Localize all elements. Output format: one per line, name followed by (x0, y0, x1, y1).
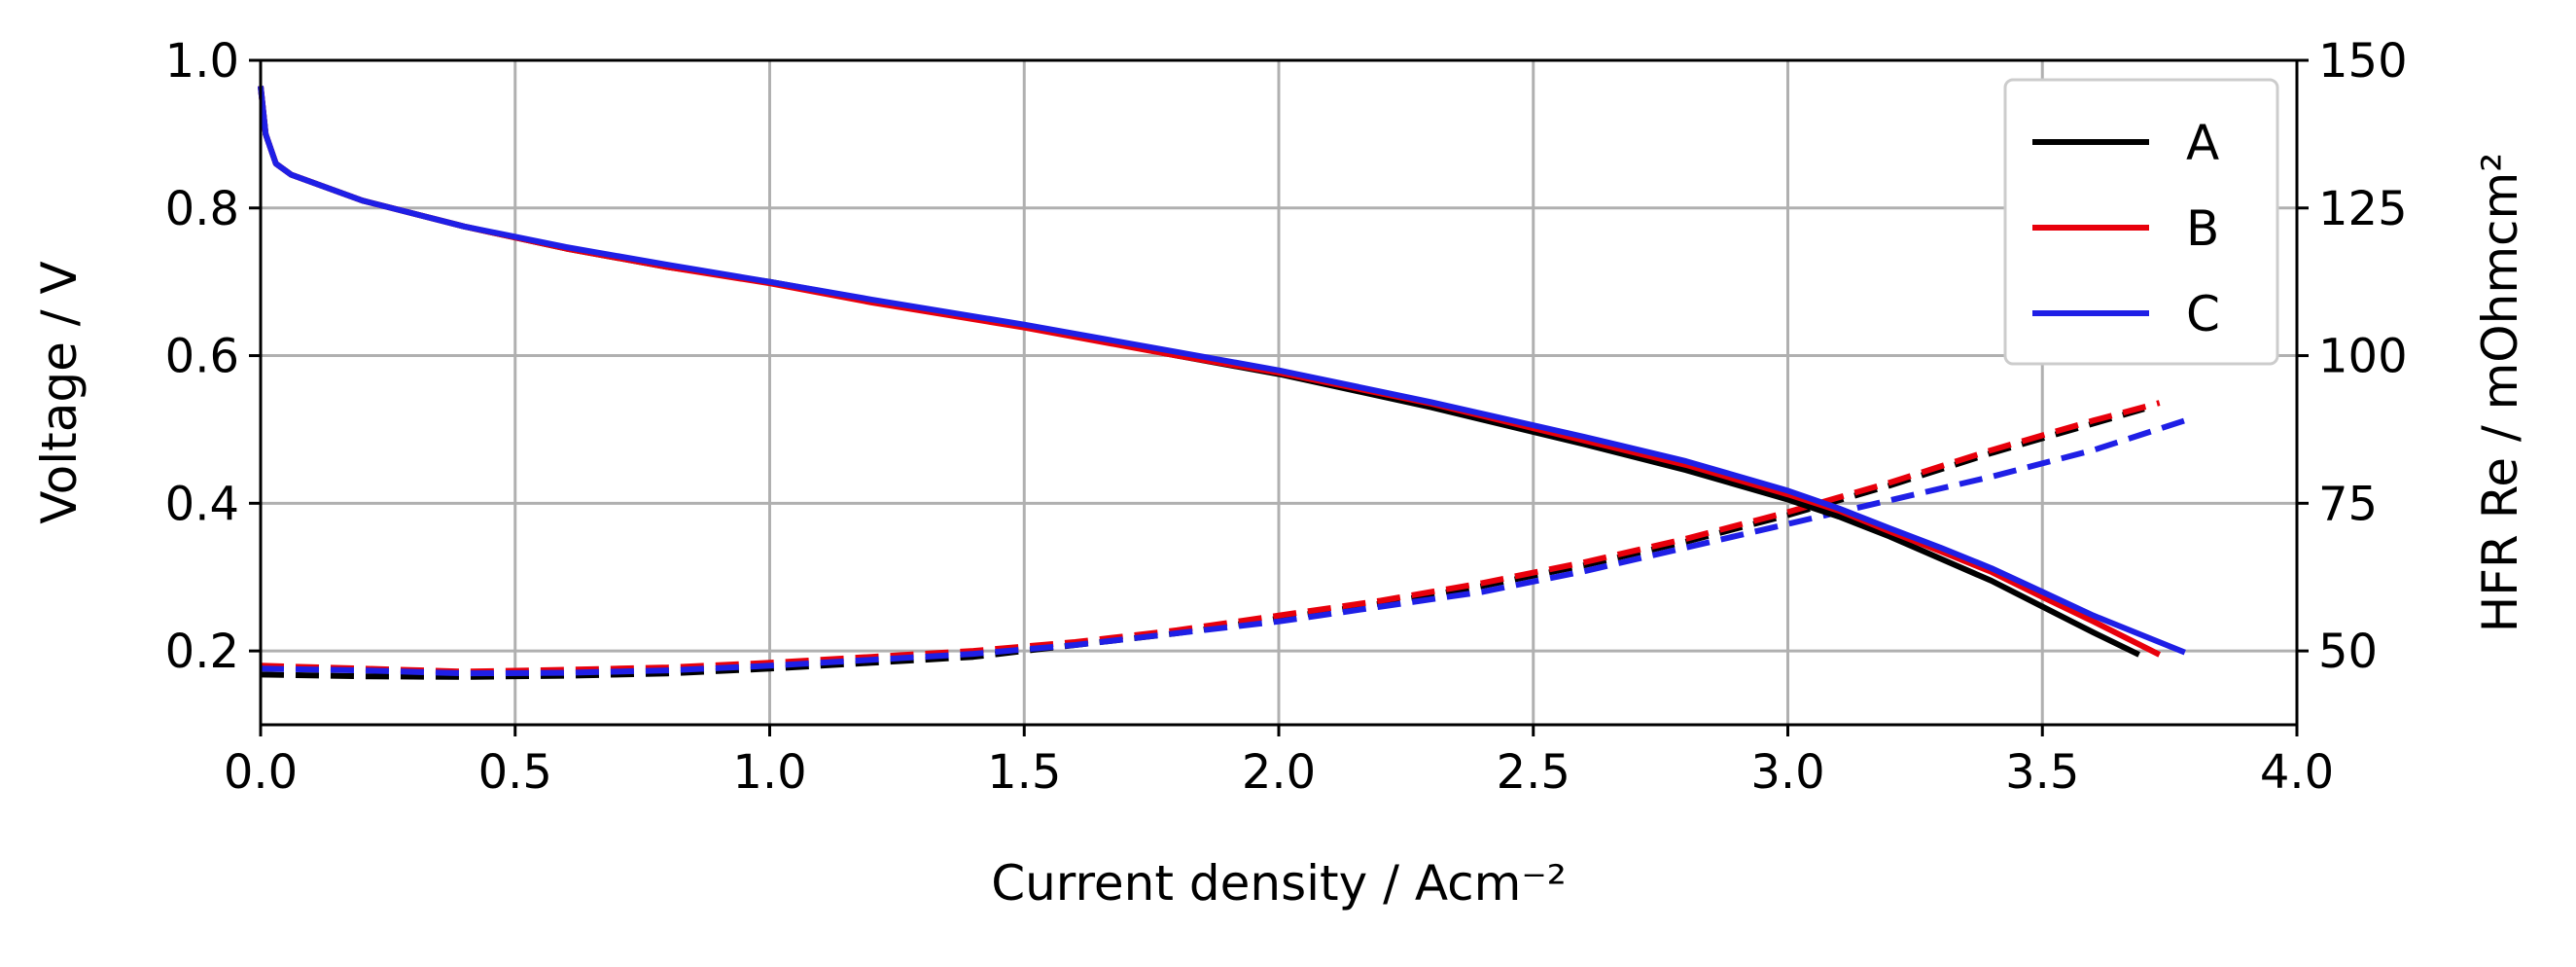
plot-series (258, 86, 2186, 680)
legend-label-a: A (2186, 115, 2219, 171)
x-tick-label: 0.0 (224, 745, 298, 800)
y-axis-label: Voltage / V (31, 261, 88, 523)
legend-label-b: B (2186, 200, 2219, 257)
y2-tick-label: 50 (2318, 625, 2378, 679)
x-tick-label: 1.0 (732, 745, 806, 800)
x-tick-label: 3.5 (2005, 745, 2079, 800)
y-tick-label: 0.4 (165, 477, 239, 531)
y-tick-label: 1.0 (165, 34, 239, 89)
series-a-voltage-line (258, 86, 2141, 658)
y2-tick-label: 125 (2318, 182, 2408, 236)
legend-label-c: C (2186, 286, 2220, 342)
y-tick-label: 0.8 (165, 182, 239, 236)
x-axis-label: Current density / Acm⁻² (991, 855, 1567, 912)
x-tick-label: 1.5 (987, 745, 1061, 800)
x-tick-label: 0.5 (478, 745, 552, 800)
legend-box (2003, 78, 2279, 366)
y2-tick-label: 150 (2318, 34, 2408, 89)
axis-ticks: 0.0 0.5 1.0 1.5 2.0 2.5 3.0 3.5 4.0 0.2 0.4 0.6 0.8 1… (165, 34, 2408, 800)
legend-items: ABC (2032, 115, 2220, 342)
series-a-hfr-line (260, 406, 2145, 680)
series-b-voltage-line (258, 86, 2162, 658)
y2-axis-label: HFR Re / mOhmcm² (2472, 153, 2528, 633)
x-tick-label: 2.0 (1242, 745, 1316, 800)
legend: ABC (2003, 78, 2279, 366)
grid (259, 58, 2299, 725)
series-c-hfr-line (260, 417, 2186, 677)
x-tick-label: 2.5 (1497, 745, 1570, 800)
y-tick-label: 0.6 (165, 330, 239, 384)
y-tick-label: 0.2 (165, 625, 239, 679)
y2-tick-label: 100 (2318, 330, 2408, 384)
series-b-hfr-line (260, 400, 2161, 675)
y2-tick-label: 75 (2318, 477, 2378, 531)
x-tick-label: 3.0 (1750, 745, 1824, 800)
x-tick-label: 4.0 (2260, 745, 2334, 800)
series-c-voltage-line (258, 86, 2186, 656)
